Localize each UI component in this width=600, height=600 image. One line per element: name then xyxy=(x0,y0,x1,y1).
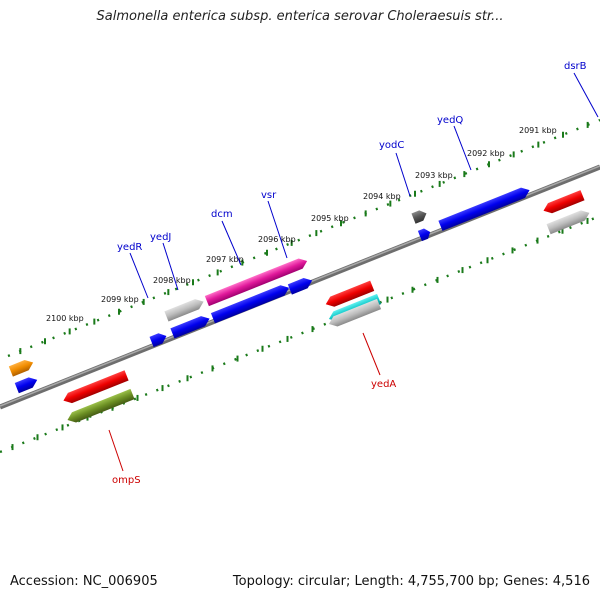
scale-label-2098: 2098 kbp xyxy=(153,276,191,285)
gene-dcm[interactable] xyxy=(210,283,291,324)
gene-orange[interactable] xyxy=(8,357,35,377)
scale-label-2092: 2092 kbp xyxy=(467,149,505,158)
gene-dsrB[interactable] xyxy=(541,190,585,216)
scale-label-2097: 2097 kbp xyxy=(206,255,244,264)
gene-yedQ[interactable] xyxy=(438,185,531,231)
gene-yedJ-blue[interactable] xyxy=(170,313,211,339)
gene-label-yedJ[interactable]: yedJ xyxy=(150,232,171,243)
gene-yodC-dark[interactable] xyxy=(411,208,428,224)
scale-label-2095: 2095 kbp xyxy=(311,214,349,223)
gene-label-vsr[interactable]: vsr xyxy=(261,190,277,201)
gene-yedA-gray[interactable] xyxy=(327,298,382,329)
accession-text: Accession: NC_006905 xyxy=(10,574,158,589)
scale-dots-forward xyxy=(7,118,600,358)
gene-ompS-red[interactable] xyxy=(61,370,129,405)
scale-label-2100: 2100 kbp xyxy=(46,314,84,323)
scale-label-2091: 2091 kbp xyxy=(519,126,557,135)
gene-vsr[interactable] xyxy=(204,256,309,307)
scale-ticks xyxy=(11,121,589,451)
genome-summary-text: Topology: circular; Length: 4,755,700 bp… xyxy=(232,574,590,589)
gene-label-yedQ[interactable]: yedQ xyxy=(437,115,463,126)
gene-yedA[interactable] xyxy=(324,280,375,310)
gene-track xyxy=(8,185,592,425)
scale-label-2099: 2099 kbp xyxy=(101,295,139,304)
gene-dsrB-gray[interactable] xyxy=(546,208,592,235)
gene-label-yodC[interactable]: yodC xyxy=(379,140,404,151)
scale-label-2093: 2093 kbp xyxy=(415,171,453,180)
scale-label-2096: 2096 kbp xyxy=(258,235,296,244)
gene-vsr-small[interactable] xyxy=(287,275,314,295)
gene-label-yedA[interactable]: yedA xyxy=(371,379,396,390)
gene-ompS[interactable] xyxy=(65,388,135,425)
scale-label-2094: 2094 kbp xyxy=(363,192,401,201)
gene-yedR-small[interactable] xyxy=(149,331,169,348)
gene-label-dcm[interactable]: dcm xyxy=(211,209,233,220)
gene-yodC-small[interactable] xyxy=(417,227,432,242)
label-leaders xyxy=(108,72,599,472)
gene-label-ompS[interactable]: ompS xyxy=(112,475,141,486)
gene-blue-left[interactable] xyxy=(14,375,40,394)
gene-label-dsrB[interactable]: dsrB xyxy=(564,61,587,72)
gene-yedJ[interactable] xyxy=(164,296,205,322)
scale-labels: 2091 kbp 2092 kbp 2093 kbp 2094 kbp 2095… xyxy=(46,126,557,323)
map-title: Salmonella enterica subsp. enterica sero… xyxy=(96,9,504,24)
gene-label-yedR[interactable]: yedR xyxy=(117,242,142,253)
